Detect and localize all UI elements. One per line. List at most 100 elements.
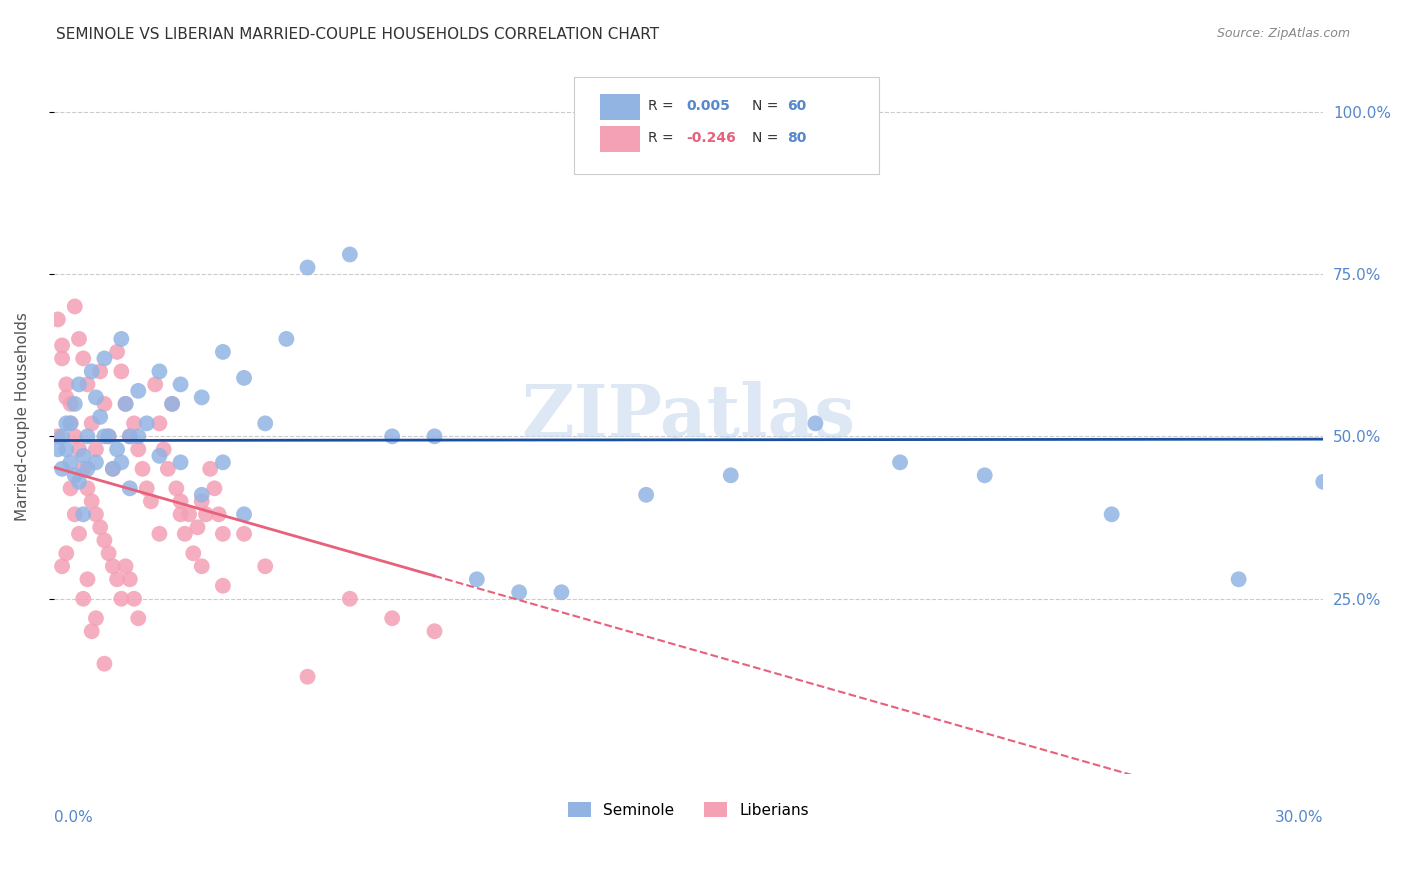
Point: [89, 520, 111, 534]
Point: [63, 397, 86, 411]
Point: [55, 417, 77, 431]
Point: [76, 377, 98, 392]
Point: [59, 417, 82, 431]
Point: [110, 455, 132, 469]
Point: [105, 442, 128, 457]
Point: [84, 455, 107, 469]
Y-axis label: Married-couple Households: Married-couple Households: [15, 312, 30, 521]
Point: [63, 508, 86, 522]
Point: [169, 455, 191, 469]
Point: [63, 468, 86, 483]
Point: [139, 494, 162, 508]
Point: [51, 462, 73, 476]
Text: 60: 60: [787, 99, 807, 113]
Point: [169, 494, 191, 508]
Point: [46, 429, 69, 443]
Point: [55, 546, 77, 560]
Point: [200, 462, 222, 476]
Point: [186, 520, 208, 534]
Point: [508, 585, 530, 599]
Point: [208, 508, 231, 522]
Point: [465, 572, 488, 586]
Point: [190, 390, 212, 404]
Point: [152, 442, 174, 457]
Point: [46, 442, 69, 457]
Point: [148, 449, 170, 463]
Point: [63, 300, 86, 314]
Point: [72, 462, 94, 476]
Point: [55, 390, 77, 404]
Point: [59, 397, 82, 411]
Point: [72, 449, 94, 463]
Point: [76, 481, 98, 495]
Point: [973, 468, 995, 483]
Point: [105, 572, 128, 586]
Point: [105, 345, 128, 359]
Point: [194, 508, 217, 522]
Point: [233, 526, 256, 541]
Point: [118, 429, 141, 443]
Point: [97, 429, 120, 443]
Point: [59, 481, 82, 495]
Point: [84, 442, 107, 457]
Point: [114, 559, 136, 574]
Point: [55, 377, 77, 392]
Point: [381, 429, 404, 443]
FancyBboxPatch shape: [599, 94, 640, 120]
Point: [110, 364, 132, 378]
Point: [135, 481, 157, 495]
Point: [636, 488, 658, 502]
Point: [80, 417, 103, 431]
Point: [72, 591, 94, 606]
Point: [127, 384, 149, 398]
Point: [169, 508, 191, 522]
Point: [127, 429, 149, 443]
Point: [80, 624, 103, 639]
Point: [720, 468, 742, 483]
Point: [148, 364, 170, 378]
Point: [55, 442, 77, 457]
FancyBboxPatch shape: [599, 126, 640, 153]
Point: [160, 397, 183, 411]
Text: 0.0%: 0.0%: [53, 810, 93, 825]
Point: [67, 332, 90, 346]
Point: [84, 508, 107, 522]
Point: [51, 351, 73, 366]
Point: [67, 377, 90, 392]
Point: [297, 670, 319, 684]
Point: [101, 462, 124, 476]
Point: [173, 526, 195, 541]
Point: [165, 481, 187, 495]
Point: [204, 481, 226, 495]
Point: [67, 442, 90, 457]
Point: [93, 351, 115, 366]
Text: 0.005: 0.005: [686, 99, 730, 113]
Point: [156, 462, 179, 476]
Point: [114, 397, 136, 411]
Point: [114, 397, 136, 411]
Point: [148, 417, 170, 431]
Point: [76, 572, 98, 586]
Point: [80, 364, 103, 378]
Point: [181, 546, 204, 560]
Point: [177, 508, 200, 522]
Point: [101, 559, 124, 574]
Point: [212, 455, 235, 469]
Point: [118, 572, 141, 586]
Text: N =: N =: [752, 99, 783, 113]
Point: [67, 475, 90, 489]
Point: [889, 455, 911, 469]
Point: [169, 377, 191, 392]
Point: [212, 345, 235, 359]
Point: [118, 481, 141, 495]
Point: [160, 397, 183, 411]
Point: [1312, 475, 1334, 489]
Point: [1227, 572, 1250, 586]
FancyBboxPatch shape: [574, 78, 879, 174]
Point: [381, 611, 404, 625]
Point: [190, 488, 212, 502]
Point: [118, 429, 141, 443]
Point: [254, 417, 277, 431]
Point: [93, 533, 115, 548]
Point: [84, 611, 107, 625]
